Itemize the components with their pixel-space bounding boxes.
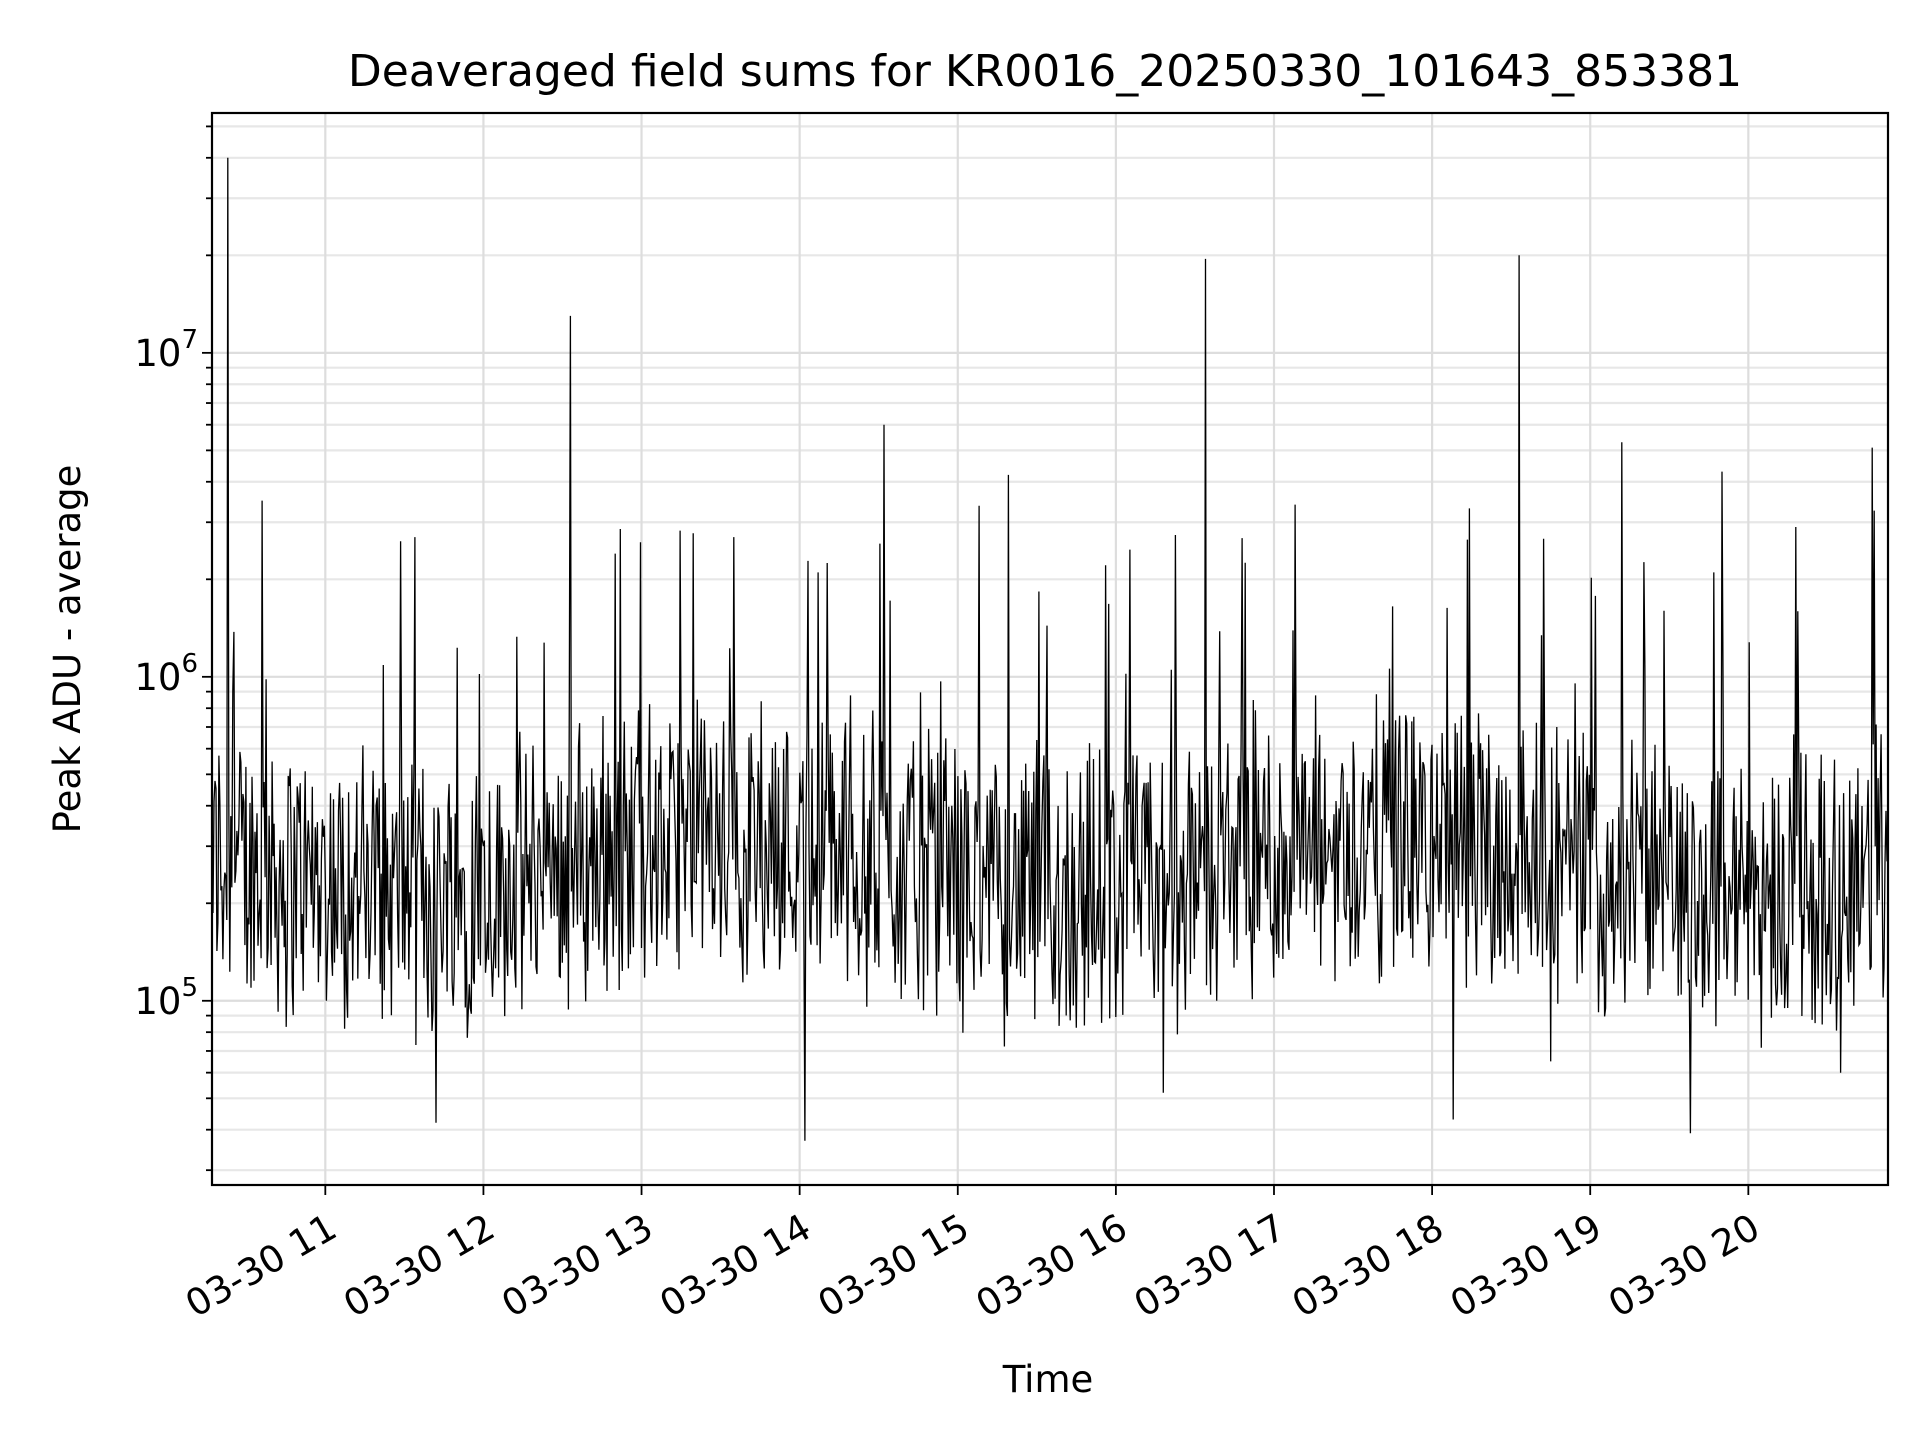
y-tick-label: 106 — [134, 649, 198, 699]
plot-frame — [210, 111, 1890, 1187]
series-line — [212, 157, 1888, 1141]
chart-title: Deaveraged field sums for KR0016_2025033… — [348, 46, 1742, 97]
y-axis: 105 106 107 — [134, 125, 212, 1172]
y-axis-label: Peak ADU - average — [46, 465, 89, 834]
y-tick-label: 105 — [134, 973, 198, 1023]
minor-gridlines — [212, 125, 1888, 1172]
y-tick-label: 107 — [134, 325, 198, 375]
x-axis-label: Time — [1002, 1358, 1094, 1401]
